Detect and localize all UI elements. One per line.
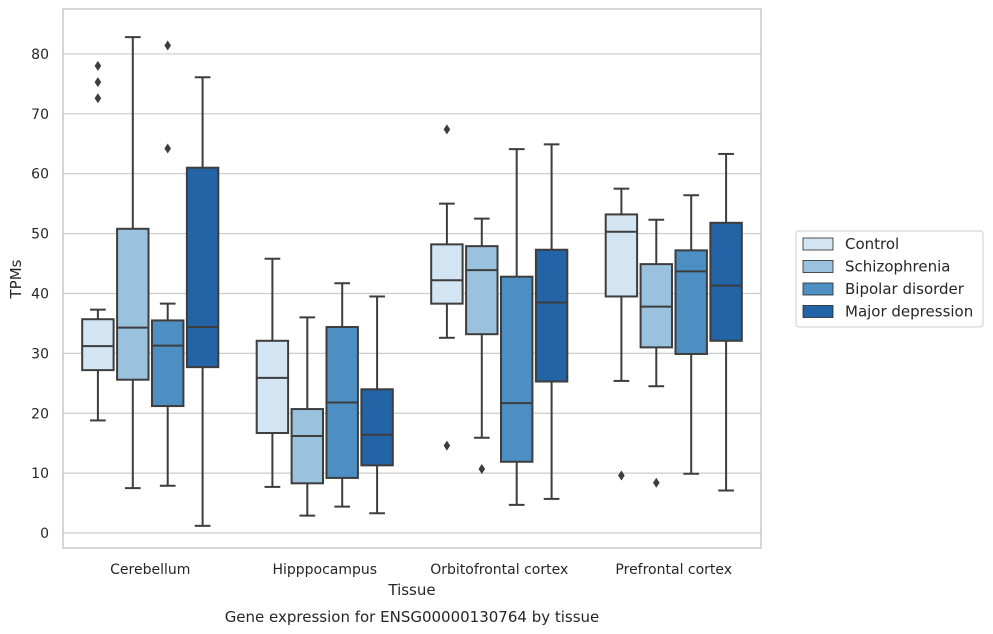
legend-label-bipolar-disorder: Bipolar disorder <box>845 280 965 298</box>
y-tick-label-60: 60 <box>31 167 49 183</box>
box-hipppocampus-major-depression <box>360 295 394 515</box>
iqr-box-orbitofrontal-cortex-major-depression <box>534 248 569 383</box>
x-axis-label: Tissue <box>387 581 435 599</box>
iqr-box-cerebellum-bipolar-disorder <box>150 319 185 408</box>
legend-swatch-bipolar-disorder <box>802 282 834 296</box>
legend-frame <box>795 230 984 328</box>
y-axis-label: TPMs <box>7 259 25 299</box>
iqr-box-cerebellum-control <box>81 318 115 372</box>
outlier-orbitofrontal-cortex-control-0 <box>443 440 451 451</box>
chart-caption: Gene expression for ENSG00000130764 by t… <box>225 608 600 626</box>
iqr-box-hipppocampus-control <box>255 339 290 435</box>
outlier-cerebellum-bipolar-disorder-1 <box>164 40 171 51</box>
legend-swatch-major-depression <box>802 305 834 318</box>
y-tick-label-30: 30 <box>31 346 49 362</box>
box-prefrontal-cortex-bipolar-disorder <box>674 194 708 475</box>
box-group-orbitofrontal-cortex <box>430 124 569 506</box>
box-orbitofrontal-cortex-bipolar-disorder <box>499 148 534 506</box>
box-cerebellum-schizophrenia <box>116 36 150 490</box>
box-group-hipppocampus <box>255 257 394 517</box>
outlier-orbitofrontal-cortex-schizophrenia-0 <box>478 463 486 474</box>
y-tick-label-20: 20 <box>31 406 49 422</box>
outlier-prefrontal-cortex-control-0 <box>618 470 625 481</box>
outlier-cerebellum-control-1 <box>94 77 102 88</box>
outlier-orbitofrontal-cortex-control-1 <box>443 124 451 135</box>
outlier-cerebellum-control-0 <box>94 93 102 104</box>
x-tick-label-cerebellum: Cerebellum <box>110 562 190 578</box>
iqr-box-prefrontal-cortex-major-depression <box>709 221 743 342</box>
outlier-cerebellum-control-2 <box>94 60 102 71</box>
box-groups <box>81 36 743 527</box>
legend-label-major-depression: Major depression <box>845 303 973 321</box>
x-tick-label-orbitofrontal-cortex: Orbitofrontal cortex <box>430 562 568 578</box>
outlier-cerebellum-bipolar-disorder-0 <box>164 143 171 154</box>
y-tick-label-80: 80 <box>31 47 49 63</box>
legend-label-control: Control <box>845 235 899 253</box>
outlier-prefrontal-cortex-schizophrenia-0 <box>653 477 660 488</box>
y-tick-label-10: 10 <box>31 466 49 482</box>
box-prefrontal-cortex-control <box>604 187 639 481</box>
y-tick-label-0: 0 <box>40 526 49 542</box>
legend: Control Schizophrenia Bipolar disorder Majo… <box>795 230 984 328</box>
box-prefrontal-cortex-schizophrenia <box>639 218 674 488</box>
y-axis-ticks: 0 10 20 30 40 50 60 70 80 <box>31 47 49 542</box>
plot-frame <box>62 8 762 549</box>
legend-swatch-control <box>802 237 834 251</box>
box-orbitofrontal-cortex-schizophrenia <box>465 217 499 474</box>
legend-swatch-schizophrenia <box>802 260 834 273</box>
box-cerebellum-major-depression <box>185 76 220 527</box>
box-group-prefrontal-cortex <box>604 152 743 492</box>
iqr-box-orbitofrontal-cortex-control <box>430 243 464 305</box>
legend-label-schizophrenia: Schizophrenia <box>845 258 950 276</box>
box-group-cerebellum <box>81 36 220 527</box>
box-cerebellum-control <box>81 60 115 422</box>
iqr-box-prefrontal-cortex-control <box>604 213 639 298</box>
box-hipppocampus-control <box>255 257 290 488</box>
iqr-box-orbitofrontal-cortex-schizophrenia <box>465 245 499 336</box>
box-orbitofrontal-cortex-major-depression <box>534 143 569 500</box>
x-tick-label-prefrontal-cortex: Prefrontal cortex <box>615 562 732 578</box>
x-tick-label-hipppocampus: Hipppocampus <box>272 562 377 578</box>
box-cerebellum-bipolar-disorder <box>150 40 185 487</box>
iqr-box-orbitofrontal-cortex-bipolar-disorder <box>499 275 534 463</box>
box-hipppocampus-schizophrenia <box>290 316 325 517</box>
iqr-box-prefrontal-cortex-bipolar-disorder <box>674 249 708 355</box>
y-tick-label-40: 40 <box>31 286 49 302</box>
iqr-box-cerebellum-major-depression <box>185 166 220 369</box>
iqr-box-hipppocampus-major-depression <box>360 388 394 467</box>
box-prefrontal-cortex-major-depression <box>709 152 743 492</box>
y-tick-label-50: 50 <box>31 227 49 243</box>
box-hipppocampus-bipolar-disorder <box>325 282 359 508</box>
iqr-box-hipppocampus-schizophrenia <box>290 408 325 485</box>
x-axis-ticks: Cerebellum Hipppocampus Orbitofrontal cort… <box>110 562 732 578</box>
box-orbitofrontal-cortex-control <box>430 124 464 451</box>
y-tick-label-70: 70 <box>31 107 49 123</box>
iqr-box-cerebellum-schizophrenia <box>116 227 150 381</box>
